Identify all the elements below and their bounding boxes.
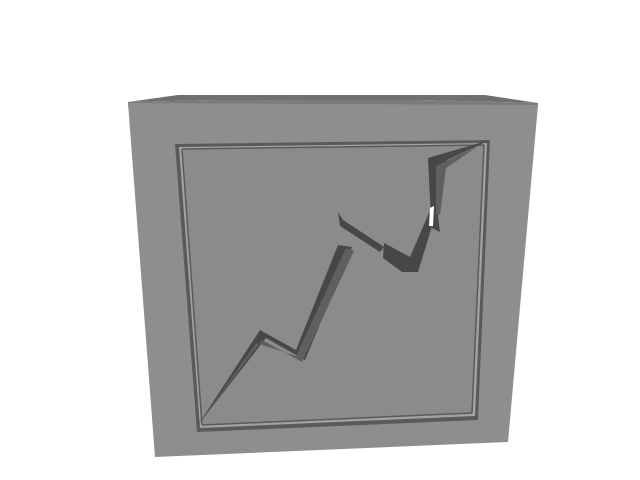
block-top-face [128, 95, 538, 103]
trend-line-groove-shadow [198, 245, 352, 425]
trend-line-arrow-tip-face [436, 146, 478, 215]
trend-line-segment-fragment [338, 212, 384, 252]
frame-inner-shadow-top [181, 144, 485, 150]
frame-inner-shadow-bottom [201, 412, 473, 426]
frame-inner-shadow-left [181, 148, 203, 426]
trend-line-groove-upper [383, 206, 437, 272]
frame-inner-shadow-right [471, 144, 485, 414]
trend-line-groove-mid [198, 248, 354, 425]
trend-line-highlight [429, 206, 434, 226]
